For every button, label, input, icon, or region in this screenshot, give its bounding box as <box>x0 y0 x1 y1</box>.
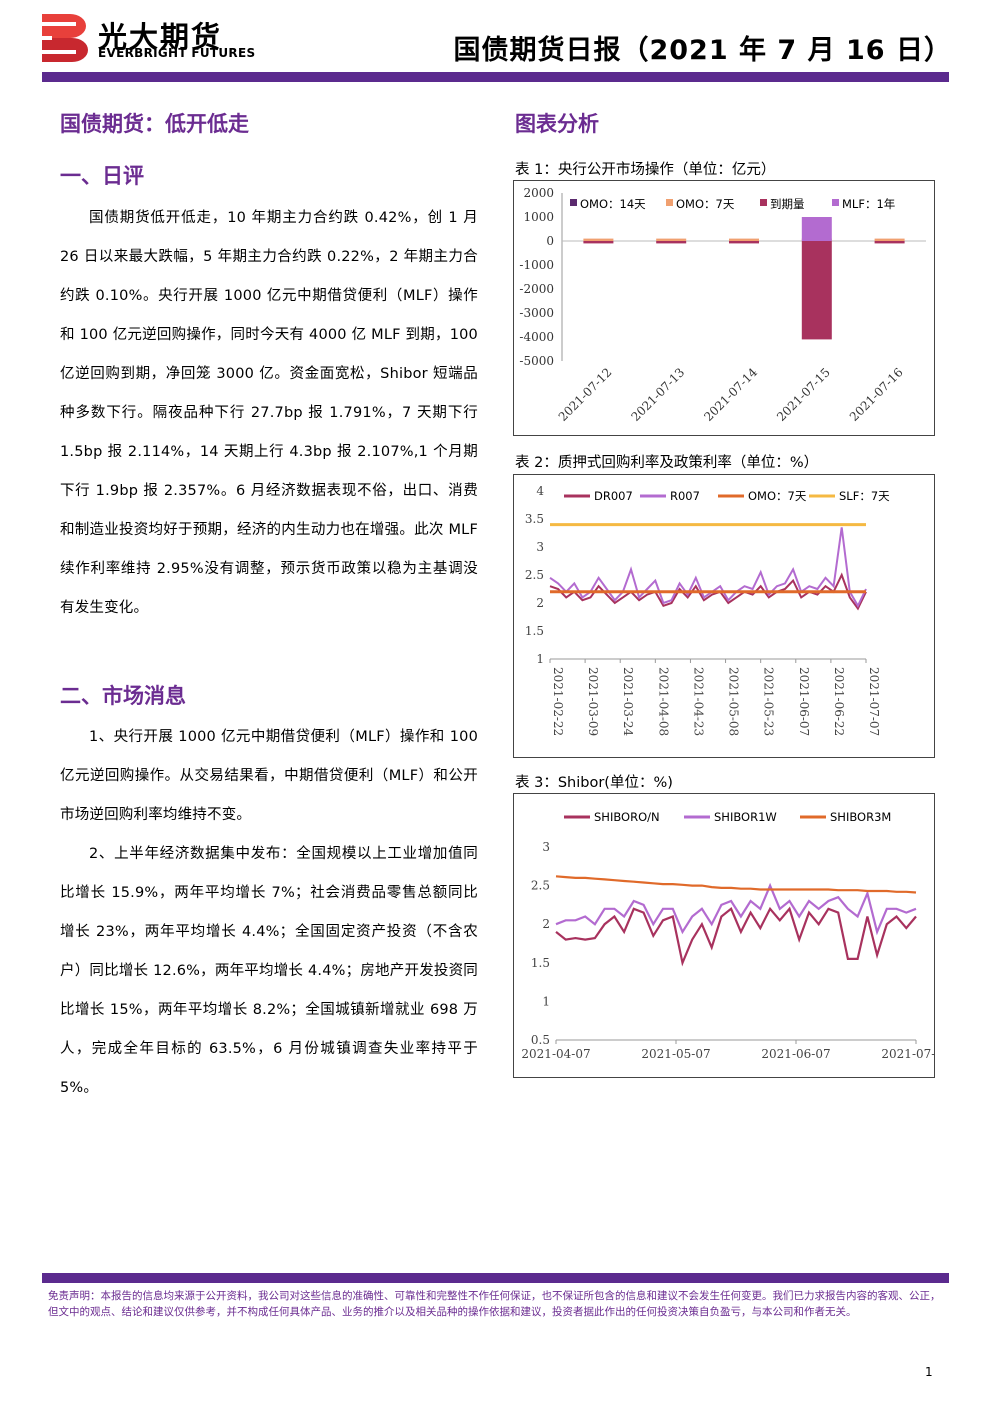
y-tick-label: 3 <box>536 540 544 554</box>
x-tick-label: 2021-05-08 <box>727 667 741 736</box>
x-tick-label: 2021-07-16 <box>847 365 906 424</box>
report-title: 国债期货日报（2021 年 7 月 16 日） <box>453 35 952 66</box>
y-tick-label: 3.5 <box>525 512 544 526</box>
x-tick-label: 2021-07-15 <box>774 365 833 424</box>
y-tick-label: -5000 <box>519 354 554 368</box>
section-title-market-news: 二、市场消息 <box>60 683 186 708</box>
x-tick-label: 2021-03-09 <box>586 667 600 736</box>
bar <box>801 241 832 340</box>
legend-swatch <box>666 199 673 206</box>
x-tick-label: 2021-05-07 <box>641 1047 710 1061</box>
y-tick-label: 1 <box>542 994 550 1008</box>
y-tick-label: 2.5 <box>531 879 550 893</box>
section-title-chart-analysis: 图表分析 <box>515 111 599 136</box>
y-tick-label: 2000 <box>523 186 554 200</box>
bar <box>583 241 614 244</box>
chart1-omo-operations: 200010000-1000-2000-3000-4000-50002021-0… <box>519 186 926 424</box>
legend-entry: R007 <box>670 489 700 503</box>
series-line <box>555 906 917 967</box>
x-tick-label: 2021-07-12 <box>556 365 615 424</box>
y-tick-label: 1.5 <box>531 956 550 970</box>
daily-review-body: 国债期货低开低走，10 年期主力合约跌 0.42%，创 1 月 26 日以来最大… <box>60 199 478 628</box>
market-news-paragraph: 1、央行开展 1000 亿元中期借贷便利（MLF）操作和 100 亿元逆回购操作… <box>60 729 478 823</box>
y-tick-label: 0.5 <box>531 1033 550 1047</box>
series-line <box>555 875 917 894</box>
legend-swatch <box>760 199 767 206</box>
bar <box>656 241 687 244</box>
x-tick-label: 2021-07-07 <box>881 1047 934 1061</box>
legend-entry: DR007 <box>594 489 633 503</box>
y-tick-label: -4000 <box>519 330 554 344</box>
x-tick-label: 2021-05-23 <box>762 667 776 736</box>
x-tick-label: 2021-06-07 <box>761 1047 830 1061</box>
x-tick-label: 2021-03-24 <box>621 667 635 737</box>
chart1-box: 2000 1000 0 -1000 -2000 -3000 -4000 -5000 2021-0… <box>513 180 935 436</box>
logo-chinese-name: 光大期货 <box>98 20 223 54</box>
page-number: 1 <box>925 1365 933 1379</box>
y-tick-label: 1.5 <box>525 624 544 638</box>
bar <box>729 241 759 244</box>
y-tick-label: 2 <box>542 917 550 931</box>
chart2-caption: 表 2：质押式回购利率及政策利率（单位：%） <box>515 455 819 471</box>
header-divider <box>42 72 949 82</box>
x-tick-label: 2021-07-07 <box>867 667 881 736</box>
bar <box>874 238 905 241</box>
x-tick-label: 2021-04-23 <box>691 667 705 736</box>
bar <box>874 241 905 244</box>
y-tick-label: 4 <box>536 484 544 498</box>
x-tick-label: 2021-06-22 <box>832 667 846 736</box>
x-tick-label: 2021-06-07 <box>797 667 811 736</box>
logo-mark-icon <box>42 14 88 62</box>
y-tick-label: 0 <box>546 234 554 248</box>
section-title-daily-review: 一、日评 <box>60 163 144 188</box>
y-tick-label: 2 <box>536 596 544 610</box>
chart3-box: 3 2.5 2 1.5 1 0.5 2021-04-07 2021-05-07 2021-06-… <box>513 793 935 1078</box>
bar <box>656 238 687 241</box>
legend-entry: OMO：14天 <box>580 197 646 211</box>
chart1-caption: 表 1：央行公开市场操作（单位：亿元） <box>515 162 776 178</box>
series-line <box>549 527 867 608</box>
legend-entry: SHIBOR1W <box>714 810 777 824</box>
legend-swatch <box>570 199 577 206</box>
chart2-repo-rates: 4 3.5 3 2.5 2 1.5 1 2021-02-22 2021-03-09 2021-03… <box>525 484 890 737</box>
legend-entry: 到期量 <box>770 197 805 211</box>
legend-entry: OMO：7天 <box>748 489 807 503</box>
headline: 国债期货：低开低走 <box>60 111 249 136</box>
x-tick-label: 2021-04-07 <box>521 1047 590 1061</box>
x-tick-label: 2021-07-14 <box>701 365 760 424</box>
bar <box>801 217 832 241</box>
bar <box>729 238 759 241</box>
y-tick-label: 2.5 <box>525 568 544 582</box>
market-news-paragraph: 2、上半年经济数据集中发布：全国规模以上工业增加值同比增长 15.9%，两年平均… <box>60 846 478 1096</box>
x-tick-label: 2021-07-13 <box>628 365 687 424</box>
company-logo <box>40 12 260 64</box>
logo-english-name: EVERBRIGHT FUTURES <box>98 46 256 60</box>
x-tick-label: 2021-04-08 <box>656 667 670 736</box>
y-tick-label: -2000 <box>519 282 554 296</box>
series-line <box>555 882 917 936</box>
chart3-caption: 表 3：Shibor(单位：%) <box>515 775 673 791</box>
legend-entry: OMO：7天 <box>676 197 735 211</box>
daily-review-paragraph: 国债期货低开低走，10 年期主力合约跌 0.42%，创 1 月 26 日以来最大… <box>60 210 478 616</box>
y-tick-label: -3000 <box>519 306 554 320</box>
y-tick-label: -1000 <box>519 258 554 272</box>
y-tick-label: 3 <box>542 840 550 854</box>
footer-divider <box>42 1273 949 1283</box>
legend-entry: SHIBOR3M <box>830 810 891 824</box>
legend-entry: SLF：7天 <box>839 489 890 503</box>
disclaimer: 免责声明：本报告的信息均来源于公开资料，我公司对这些信息的准确性、可靠性和完整性… <box>48 1290 941 1318</box>
x-tick-label: 2021-02-22 <box>551 667 565 736</box>
bar <box>583 238 614 241</box>
legend-swatch <box>832 199 839 206</box>
legend-entry: SHIBORO/N <box>594 810 660 824</box>
legend-entry: MLF：1年 <box>842 197 895 211</box>
y-tick-label: 1000 <box>523 210 554 224</box>
y-tick-label: 1 <box>536 652 544 666</box>
chart2-box: 4 3.5 3 2.5 2 1.5 1 2021-02-22 2021-03-09 2021-03… <box>513 474 935 758</box>
market-news-body: 1、央行开展 1000 亿元中期借贷便利（MLF）操作和 100 亿元逆回购操作… <box>60 718 478 1108</box>
